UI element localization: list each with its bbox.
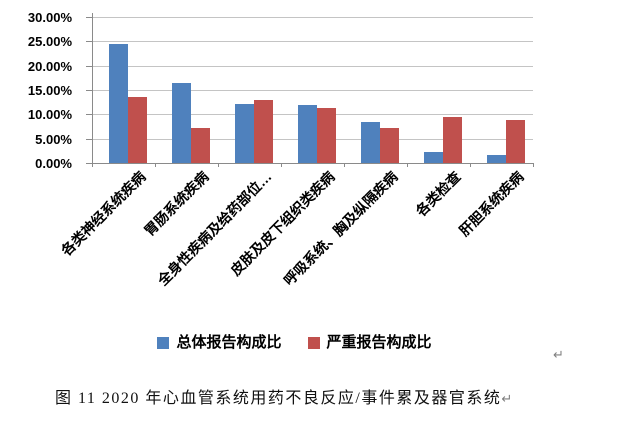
x-axis-category-label: 皮肤及皮下组织类疾病 [226,168,338,279]
legend-label: 总体报告构成比 [176,334,282,351]
y-axis-tick [86,163,92,164]
paragraph-mark-icon: ↵ [501,391,513,406]
x-axis-category-label: 胃肠系统疾病 [140,168,212,240]
x-axis-tick [533,163,534,167]
x-axis-category-label: 各类检查 [412,168,464,220]
bar-severe [442,117,462,163]
x-axis-tick [344,163,345,167]
x-axis-tick [218,163,219,167]
bar-severe [316,108,336,163]
legend-swatch-icon [307,337,320,349]
bar-total [297,105,317,163]
x-axis-tick [155,163,156,167]
y-axis-tick-label: 5.00% [35,131,72,147]
legend-label: 严重报告构成比 [326,334,432,351]
x-axis-tick [407,163,408,167]
y-axis-tick [86,90,92,91]
y-axis-tick [86,114,92,116]
bar-chart: 30.00% 25.00% 20.00% 15.00% 10.00% 5.00% 0.00%… [27,10,534,289]
legend-swatch-icon [157,337,170,349]
bar-severe [253,100,273,163]
y-axis-tick [86,138,92,140]
y-axis-tick-label: 15.00% [27,83,72,98]
paragraph-mark-icon: ↵ [553,348,564,363]
x-axis-tick [470,163,471,167]
y-axis-tick [86,17,92,18]
bar-total [171,83,191,163]
x-axis-category-label: 呼吸系统、胸及纵隔疾病 [279,168,401,289]
x-axis-tick [92,163,93,167]
bar-severe [127,97,147,163]
bar-severe [190,128,210,163]
y-axis-tick-label: 10.00% [27,107,72,123]
gridline [92,17,533,18]
bar-total [360,122,380,163]
y-axis-tick-label: 30.00% [27,10,72,25]
legend-item: 严重报告构成比 [307,334,432,351]
x-axis-tick [281,163,282,167]
bar-total [486,155,506,163]
y-axis-tick [86,65,92,67]
bar-total [234,104,254,163]
y-axis-tick-label: 25.00% [27,34,72,50]
bar-total [108,44,128,163]
figure-caption: 图 11 2020 年心血管系统用药不良反应/事件累及器官系统↵ [55,384,512,408]
figure-caption-text: 图 11 2020 年心血管系统用药不良反应/事件累及器官系统 [55,390,502,407]
x-axis-category-label: 全身性疾病及给药部位… [153,168,275,289]
chart-legend: 总体报告构成比 严重报告构成比 [74,333,515,353]
gridline [92,90,533,91]
legend-item: 总体报告构成比 [157,334,282,351]
y-axis-tick-label: 0.00% [35,156,72,171]
x-axis-line [92,163,534,164]
gridline [92,41,533,43]
y-axis-line [92,13,93,163]
bar-severe [505,120,525,163]
bar-severe [379,128,399,163]
x-axis-category-label: 各类神经系统疾病 [57,168,149,259]
bar-total [423,152,443,163]
y-axis-tick [86,41,92,43]
y-axis-tick-label: 20.00% [27,58,72,74]
gridline [92,65,533,67]
x-axis-category-label: 肝胆系统疾病 [455,168,527,240]
